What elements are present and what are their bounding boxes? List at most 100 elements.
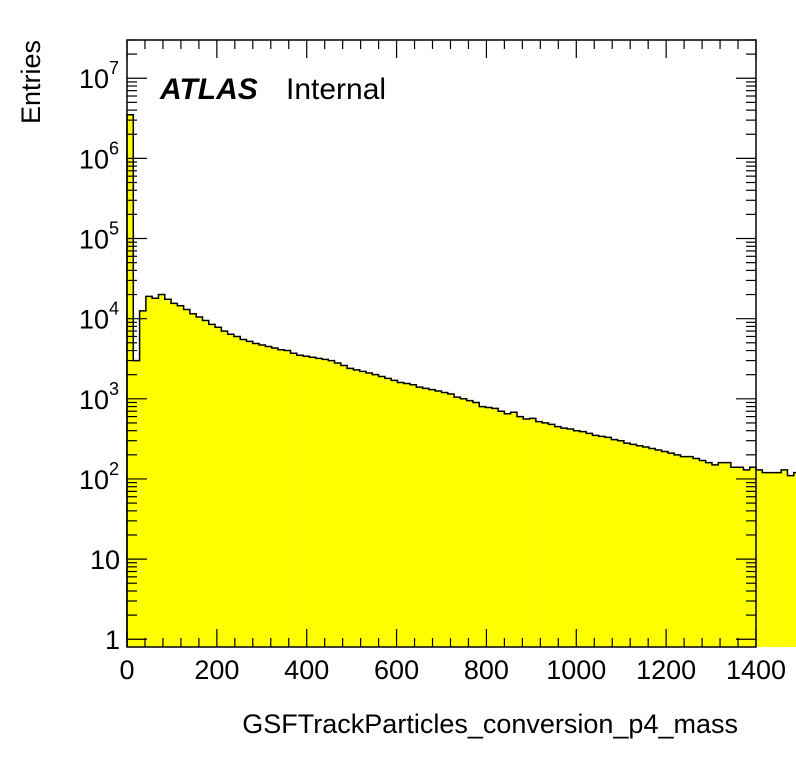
y-tick-label: 107 <box>79 58 119 94</box>
histogram-bin <box>466 400 474 647</box>
histogram-bin <box>403 383 411 647</box>
histogram-bin <box>391 380 398 647</box>
histogram-bin <box>768 472 776 647</box>
y-tick-label: 10 <box>90 545 120 575</box>
histogram-bin <box>152 298 159 647</box>
y-axis-tick-labels: 1 10 102 103 104 105 106 107 <box>79 58 120 655</box>
histogram-bin <box>227 334 235 647</box>
histogram-bin <box>259 344 266 647</box>
histogram-bin <box>347 368 354 647</box>
histogram-bin <box>693 458 700 647</box>
histogram-bin <box>202 320 210 647</box>
histogram-bin <box>340 365 348 647</box>
y-tick-label: 103 <box>79 379 119 415</box>
histogram-bin <box>586 433 593 647</box>
histogram-bin <box>793 472 796 647</box>
histogram-bin <box>674 454 681 647</box>
histogram-bin <box>774 472 782 647</box>
histogram-bin <box>265 346 272 647</box>
histogram-bin <box>649 448 656 647</box>
histogram-bin <box>435 391 442 647</box>
histogram-bin <box>127 114 134 647</box>
histogram-bin <box>208 324 216 647</box>
histogram-bin <box>567 429 574 647</box>
y-tick-label: 106 <box>79 138 119 174</box>
histogram-bin <box>743 469 751 647</box>
x-tick-label: 600 <box>374 655 419 685</box>
histogram-bin <box>535 421 543 647</box>
histogram-bin <box>171 303 178 647</box>
histogram-bin <box>454 397 461 647</box>
histogram-bin <box>661 451 669 647</box>
y-tick-label: 1 <box>105 625 120 655</box>
histogram-bin <box>523 418 530 647</box>
histogram-bin <box>309 357 316 647</box>
histogram-bin <box>441 392 449 647</box>
histogram-bin <box>592 435 600 647</box>
histogram-bin <box>617 440 625 647</box>
histogram-bin <box>762 472 769 647</box>
histogram-bin <box>183 309 191 647</box>
histogram-bin <box>164 299 172 647</box>
histogram-bin <box>749 467 757 647</box>
histogram-bin <box>133 360 140 647</box>
histogram-bin <box>705 462 713 647</box>
histogram-bin <box>447 393 455 647</box>
histogram-bin <box>290 353 298 647</box>
histogram-bin <box>366 372 373 647</box>
histogram-bin <box>296 355 304 647</box>
histogram-bin <box>372 374 379 647</box>
histogram-bin <box>711 464 719 647</box>
histogram-bin <box>315 358 323 647</box>
x-tick-label: 1000 <box>546 655 606 685</box>
histogram-bin <box>460 398 467 647</box>
histogram-bin <box>303 356 310 647</box>
histogram-bin <box>416 387 423 647</box>
histogram-bin <box>240 339 247 647</box>
histogram-bin <box>573 430 581 647</box>
internal-label: Internal <box>286 73 386 106</box>
x-axis-tick-labels: 0 200 400 600 800 1000 1200 1400 <box>119 655 786 685</box>
y-tick-label: 102 <box>79 459 119 495</box>
histogram-bin <box>579 431 587 647</box>
histogram-bin <box>485 407 493 647</box>
histogram-bin <box>384 378 392 647</box>
x-tick-label: 400 <box>284 655 329 685</box>
x-axis-title: GSFTrackParticles_conversion_p4_mass <box>242 709 738 739</box>
y-tick-label: 104 <box>79 299 119 335</box>
histogram-bin <box>353 369 361 647</box>
histogram-bin <box>233 336 241 647</box>
histogram-bars <box>127 114 796 647</box>
histogram-bin <box>189 313 197 647</box>
histogram-bin <box>781 469 788 647</box>
y-tick-label: 105 <box>79 219 119 255</box>
x-tick-label: 1400 <box>726 655 786 685</box>
histogram-bin <box>359 371 367 647</box>
x-axis-ticks <box>126 40 757 647</box>
y-axis-ticks <box>127 39 756 640</box>
x-tick-label: 800 <box>464 655 509 685</box>
histogram-bin <box>158 294 166 647</box>
histogram-bin <box>611 439 618 647</box>
histogram-bin <box>642 447 650 647</box>
histogram-bin <box>277 349 285 647</box>
histogram-bin <box>246 341 254 647</box>
histogram-bin <box>510 412 518 647</box>
histogram-bin <box>410 384 417 647</box>
histogram-bin <box>529 418 537 647</box>
histogram-bin <box>328 360 335 647</box>
histogram-bin <box>680 456 688 647</box>
histogram-bin <box>598 436 606 647</box>
histogram-bin <box>221 331 228 647</box>
histogram-bin <box>145 296 153 647</box>
histogram-outline <box>126 114 796 647</box>
histogram-bin <box>479 406 486 647</box>
histogram-bin <box>667 453 675 647</box>
histogram-bin <box>215 327 222 647</box>
x-tick-label: 1200 <box>636 655 696 685</box>
histogram-bin <box>756 469 763 647</box>
histogram-bin <box>542 422 549 647</box>
histogram-bin <box>271 348 279 647</box>
histogram-bin <box>472 402 480 647</box>
